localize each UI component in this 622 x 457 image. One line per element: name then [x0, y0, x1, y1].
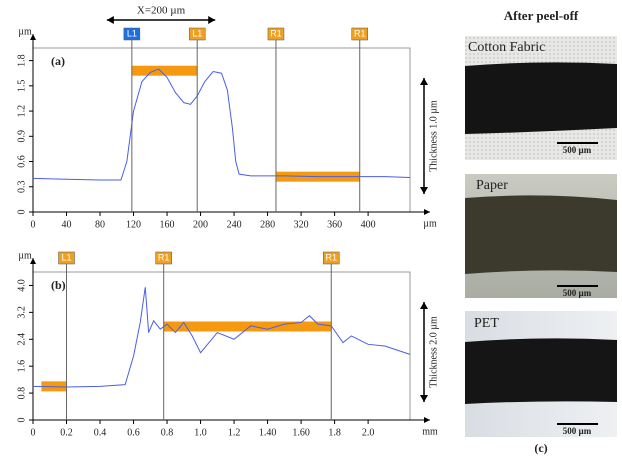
y-tick-label: 1.2	[16, 105, 27, 118]
y-axis-label: µm	[18, 250, 32, 261]
marker-box	[351, 27, 368, 41]
photos-caption: (c)	[534, 441, 547, 455]
photo: Cotton Fabric 500 µm	[465, 36, 617, 160]
marker-tag: R1	[322, 251, 340, 265]
x-tick-label: 1.60	[292, 427, 310, 438]
marker-label: L1	[127, 28, 137, 38]
y-tick-label: 1.5	[16, 80, 27, 93]
axis-arrow	[30, 258, 36, 264]
profile-line	[32, 68, 411, 181]
x-tick-label: 360	[327, 219, 342, 230]
y-tick-label: 0	[16, 418, 27, 423]
x-tick-label: 280	[260, 219, 275, 230]
y-tick-label: 0.9	[16, 130, 27, 143]
thickness-annotation: Thickness 2.0 µm	[428, 316, 439, 388]
y-tick-label: 4.0	[16, 279, 27, 292]
y-tick-label: 2.4	[16, 333, 27, 346]
x-tick-label: 0	[31, 219, 36, 230]
marker-tag: R1	[351, 27, 368, 41]
y-tick-label: 0	[16, 210, 27, 215]
x-tick-label: 400	[361, 219, 376, 230]
y-tick-label: 0.6	[16, 155, 27, 168]
x-tick-label: 200	[193, 219, 208, 230]
axis-arrow	[30, 34, 36, 40]
photos-title: After peel-off	[504, 8, 579, 23]
scale-bar-label: 500 µm	[563, 145, 592, 155]
y-tick-label: 0.3	[16, 181, 27, 194]
photo-label: Cotton Fabric	[468, 40, 545, 55]
marker-tag: R1	[155, 251, 172, 265]
highlight-bar	[131, 65, 198, 76]
thickness-annotation: Thickness 1.0 µm	[428, 100, 439, 172]
width-annotation: X=200 µm	[137, 5, 186, 17]
x-tick-label: 2.0	[362, 427, 375, 438]
marker-label: R1	[354, 28, 366, 38]
photo: Paper 500 µm	[465, 174, 617, 298]
x-tick-label: 1.8	[328, 427, 341, 438]
scale-bar-label: 500 µm	[563, 288, 592, 298]
photo: PET 500 µm	[465, 311, 617, 437]
x-tick-label: 0.2	[60, 427, 73, 438]
photo-label: Paper	[476, 178, 508, 193]
x-tick-label: 0.8	[161, 427, 174, 438]
y-tick-label: 0.8	[16, 387, 27, 400]
x-tick-label: 1.40	[259, 427, 277, 438]
y-tick-label: 1.8	[16, 54, 27, 67]
marker-box	[322, 251, 340, 265]
x-tick-label: 40	[62, 219, 72, 230]
y-tick-label: 1.6	[16, 360, 27, 373]
panel-label: (b)	[51, 278, 66, 292]
panel-label: (a)	[51, 54, 65, 68]
x-tick-label: 160	[160, 219, 175, 230]
marker-tag: L1	[58, 251, 75, 265]
marker-box	[58, 251, 75, 265]
marker-tag: L1	[188, 27, 206, 41]
x-tick-label: 120	[126, 219, 141, 230]
marker-label: L1	[192, 28, 202, 38]
x-tick-label: 80	[95, 219, 105, 230]
x-tick-label: 1.2	[228, 427, 241, 438]
axis-arrow	[424, 209, 430, 215]
marker-box	[267, 27, 285, 41]
x-tick-label: 0.6	[127, 427, 140, 438]
marker-box	[188, 27, 206, 41]
marker-box	[155, 251, 172, 265]
profile-line	[32, 287, 411, 388]
x-axis-label: µm	[423, 218, 437, 229]
y-tick-label: 3.2	[16, 306, 27, 319]
scale-bar-label: 500 µm	[563, 426, 592, 436]
photo-label: PET	[474, 316, 499, 331]
plot-frame	[32, 271, 411, 421]
x-tick-label: 240	[227, 219, 242, 230]
x-tick-label: 320	[294, 219, 309, 230]
x-tick-label: 0.4	[94, 427, 107, 438]
marker-tag: L1	[123, 27, 141, 41]
x-tick-label: 0	[31, 427, 36, 438]
x-axis-label: mm	[422, 426, 438, 437]
marker-label: R1	[158, 252, 170, 262]
marker-label: L1	[62, 252, 72, 262]
highlight-bar	[163, 321, 332, 332]
marker-label: R1	[270, 28, 282, 38]
marker-box	[123, 27, 141, 41]
axis-arrow	[424, 417, 430, 423]
marker-tag: R1	[267, 27, 285, 41]
y-axis-label: µm	[18, 26, 32, 37]
plot-frame	[32, 47, 411, 213]
marker-label: R1	[325, 252, 337, 262]
x-tick-label: 1.0	[194, 427, 207, 438]
